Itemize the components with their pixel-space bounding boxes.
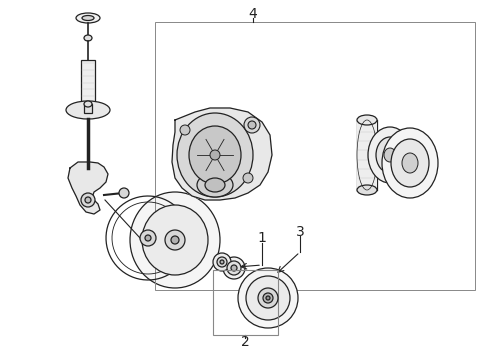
Polygon shape — [68, 162, 108, 214]
Ellipse shape — [66, 101, 110, 119]
Ellipse shape — [368, 127, 412, 183]
Circle shape — [165, 230, 185, 250]
Ellipse shape — [357, 185, 377, 195]
Text: 4: 4 — [248, 7, 257, 21]
Circle shape — [244, 117, 260, 133]
Ellipse shape — [357, 115, 377, 125]
Ellipse shape — [197, 173, 233, 197]
Circle shape — [227, 261, 241, 275]
Ellipse shape — [177, 113, 253, 197]
Circle shape — [248, 121, 256, 129]
Text: 3: 3 — [295, 225, 304, 239]
Ellipse shape — [142, 205, 208, 275]
Ellipse shape — [205, 178, 225, 192]
Ellipse shape — [82, 15, 94, 21]
Circle shape — [258, 288, 278, 308]
Circle shape — [213, 253, 231, 271]
Ellipse shape — [402, 153, 418, 173]
Circle shape — [246, 276, 290, 320]
Circle shape — [220, 260, 224, 264]
Circle shape — [180, 125, 190, 135]
Ellipse shape — [189, 126, 241, 184]
Ellipse shape — [384, 148, 396, 162]
Ellipse shape — [130, 192, 220, 288]
Circle shape — [263, 293, 273, 303]
Circle shape — [85, 197, 91, 203]
Circle shape — [81, 193, 95, 207]
Ellipse shape — [76, 13, 100, 23]
Circle shape — [140, 230, 156, 246]
Ellipse shape — [84, 101, 92, 107]
Circle shape — [217, 257, 227, 267]
Ellipse shape — [391, 139, 429, 187]
Bar — [357, 120, 377, 190]
Circle shape — [210, 150, 220, 160]
Bar — [84, 104, 92, 113]
Bar — [213, 270, 278, 335]
Circle shape — [266, 296, 270, 300]
Circle shape — [119, 188, 129, 198]
Circle shape — [145, 235, 151, 241]
Circle shape — [231, 265, 237, 271]
Polygon shape — [172, 108, 272, 200]
Ellipse shape — [382, 128, 438, 198]
Circle shape — [171, 236, 179, 244]
Bar — [155, 22, 475, 290]
Ellipse shape — [376, 137, 404, 173]
Bar — [81, 60, 95, 105]
Ellipse shape — [84, 35, 92, 41]
Circle shape — [243, 173, 253, 183]
Text: 1: 1 — [258, 231, 267, 245]
Circle shape — [238, 268, 298, 328]
Circle shape — [223, 257, 245, 279]
Text: 2: 2 — [241, 335, 249, 349]
